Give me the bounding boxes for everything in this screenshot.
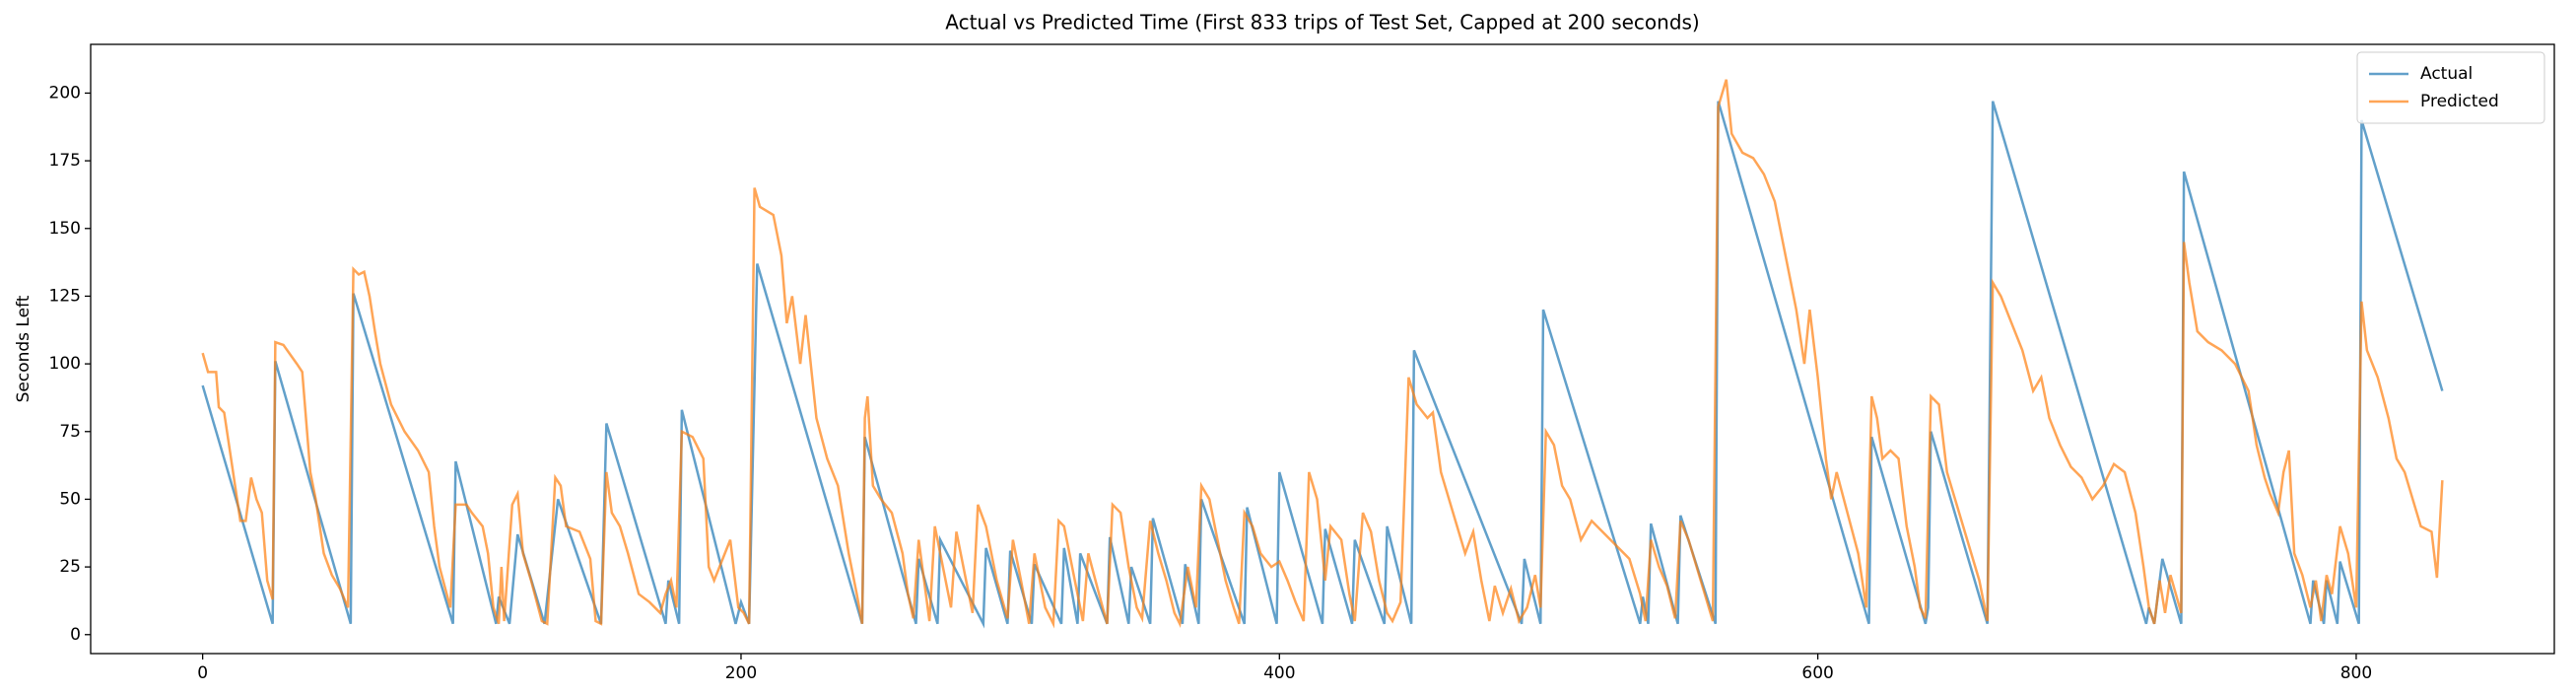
legend-label: Predicted <box>2420 92 2499 111</box>
y-tick-label: 100 <box>49 354 81 374</box>
y-tick-label: 175 <box>49 151 81 171</box>
legend-box <box>2356 51 2545 124</box>
y-tick-label: 125 <box>49 286 81 306</box>
plot-frame <box>90 43 2555 655</box>
legend-label: Actual <box>2420 64 2473 84</box>
chart-title: Actual vs Predicted Time (First 833 trip… <box>945 11 1700 35</box>
y-tick-label: 150 <box>49 219 81 239</box>
y-axis-label: Seconds Left <box>14 295 34 402</box>
y-tick-label: 25 <box>59 557 81 577</box>
x-tick-label: 400 <box>1263 663 1295 683</box>
y-tick-label: 75 <box>59 422 81 442</box>
x-tick-label: 200 <box>725 663 757 683</box>
y-tick-label: 0 <box>70 625 81 645</box>
y-tick-label: 50 <box>59 489 81 509</box>
x-tick-label: 0 <box>197 663 208 683</box>
y-tick-label: 200 <box>49 83 81 103</box>
x-tick-label: 800 <box>2340 663 2372 683</box>
data-line <box>201 79 2444 629</box>
x-tick-label: 600 <box>1801 663 1833 683</box>
